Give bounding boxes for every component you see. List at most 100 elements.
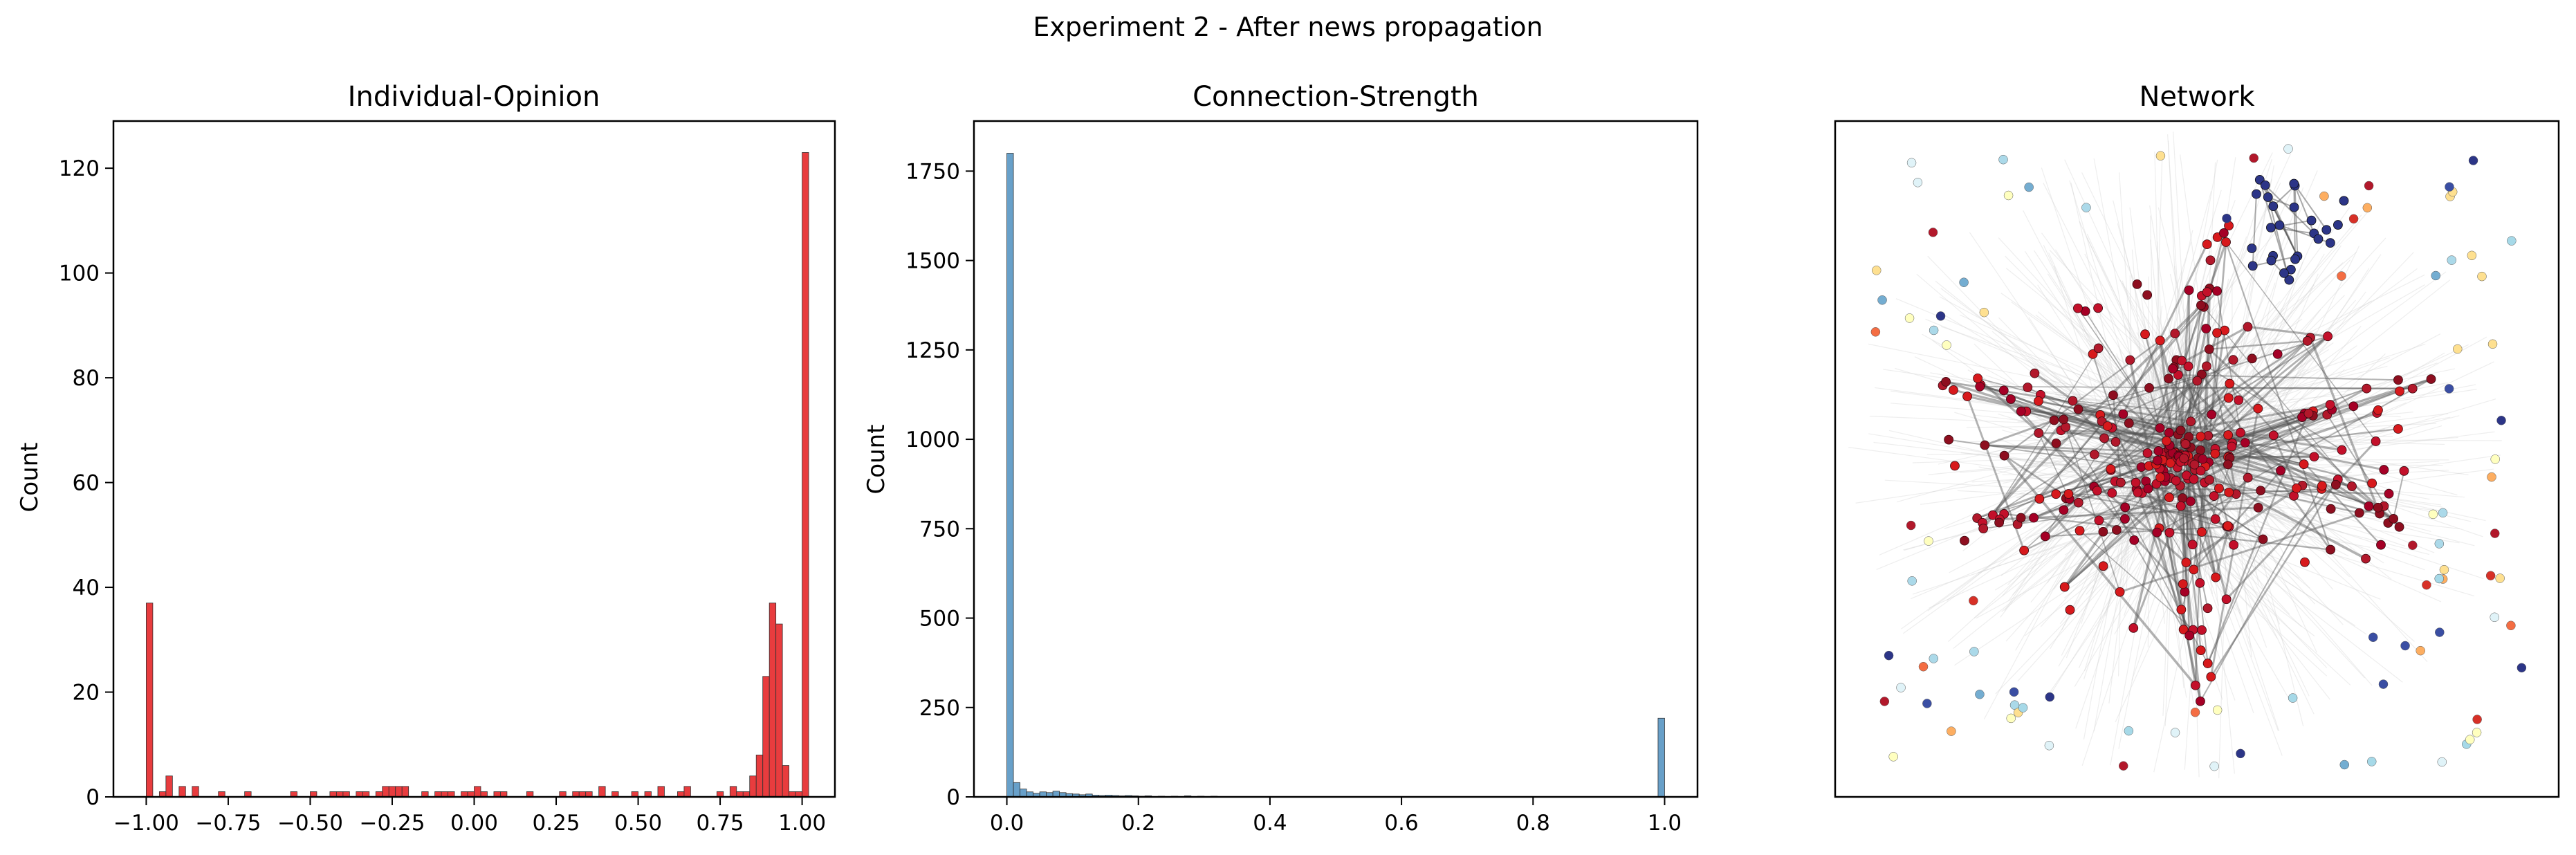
network-background-edge	[2188, 157, 2236, 472]
network-background-edge	[2204, 497, 2430, 555]
network-edge	[2098, 496, 2170, 522]
network-background-edge	[2194, 413, 2449, 447]
network-node	[2183, 361, 2193, 371]
network-background-edge	[2159, 389, 2172, 430]
network-background-edge	[1938, 405, 2202, 465]
network-background-edge	[2054, 265, 2130, 506]
strength-xtick-label: 0.4	[1253, 811, 1287, 836]
network-background-edge	[2133, 331, 2158, 426]
network-edge	[2214, 477, 2249, 520]
network-background-edge	[2119, 279, 2225, 434]
opinion-histogram-panel: Individual-Opinion Count −1.00 −0.75 −0.50…	[16, 81, 836, 836]
network-background-edge	[2175, 506, 2245, 508]
network-background-edge	[2032, 373, 2204, 461]
opinion-bar	[165, 775, 173, 798]
network-node	[2362, 203, 2373, 213]
opinion-bar	[729, 786, 737, 798]
network-node	[2290, 254, 2300, 264]
network-background-edge	[1902, 468, 2133, 634]
network-background-edge	[2228, 460, 2317, 653]
network-node	[2333, 220, 2343, 230]
network-node	[2389, 514, 2399, 524]
network-background-edge	[2133, 230, 2193, 486]
network-node	[2221, 237, 2231, 247]
network-background-edge	[2124, 313, 2220, 477]
network-background-edge	[1971, 467, 2227, 483]
network-background-edge	[2088, 301, 2213, 415]
network-node	[2364, 181, 2374, 191]
network-background-edge	[2175, 262, 2344, 424]
network-background-edge	[2135, 436, 2220, 551]
network-node	[2098, 526, 2108, 537]
network-node	[1935, 311, 1946, 321]
network-background-edge	[2025, 419, 2199, 507]
network-node	[2337, 445, 2347, 455]
network-node	[2306, 215, 2317, 226]
network-background-edge	[2119, 172, 2135, 413]
opinion-bar	[755, 755, 764, 798]
network-node	[2165, 458, 2175, 468]
network-background-edge	[2083, 450, 2137, 740]
network-background-edge	[2142, 464, 2145, 607]
network-background-edge	[1890, 403, 2129, 423]
strength-bar	[1657, 717, 1665, 798]
network-node	[2366, 757, 2377, 766]
network-background-edge	[2124, 274, 2425, 425]
network-background-edge	[1929, 472, 2225, 609]
network-background-edge	[1925, 318, 2226, 443]
network-background-edge	[2144, 486, 2194, 624]
network-background-edge	[2152, 311, 2190, 468]
network-node	[2153, 455, 2162, 466]
network-edge	[2177, 374, 2247, 444]
network-node	[2059, 582, 2070, 592]
network-node	[2118, 409, 2128, 419]
strength-ytick-label: 1000	[905, 428, 960, 452]
network-node	[1906, 520, 1916, 531]
network-background-edge	[1978, 466, 2153, 504]
network-background-edge	[1998, 438, 2129, 490]
strength-bar	[1013, 782, 1020, 798]
network-background-edge	[2233, 291, 2366, 468]
strength-bar	[1020, 789, 1027, 798]
network-background-edge	[2191, 352, 2445, 500]
network-node	[2099, 433, 2109, 443]
network-node	[2256, 486, 2266, 496]
network-node	[2364, 501, 2374, 511]
network-node	[1922, 699, 1932, 708]
network-background-edge	[2121, 421, 2135, 464]
network-node	[2258, 534, 2268, 544]
network-node	[2178, 625, 2189, 634]
network-edge	[2169, 414, 2328, 498]
network-background-edge	[2157, 468, 2290, 615]
network-node	[2517, 663, 2527, 673]
network-background-edge	[2002, 451, 2158, 484]
network-node	[1913, 178, 1923, 187]
network-background-edge	[2115, 367, 2141, 452]
network-node	[2170, 728, 2180, 737]
network-node	[2124, 726, 2134, 736]
network-node	[2260, 180, 2270, 190]
network-node	[2407, 383, 2418, 394]
network-background-edge	[2166, 342, 2334, 463]
network-node	[2142, 290, 2153, 300]
opinion-ytick-label: 20	[73, 681, 100, 706]
network-node	[2034, 494, 2045, 504]
network-background-edge	[2150, 468, 2187, 698]
network-background-edge	[2184, 422, 2211, 576]
network-background-edge	[2130, 511, 2157, 514]
network-edge	[1980, 385, 2413, 389]
network-background-edge	[2186, 425, 2442, 500]
network-node	[2051, 489, 2061, 499]
strength-ytick-label: 500	[919, 607, 960, 632]
network-background-edge	[2053, 477, 2129, 590]
network-node	[2088, 349, 2098, 359]
network-background-edge	[2225, 504, 2283, 534]
network-background-edge	[2213, 282, 2276, 462]
network-node	[2098, 561, 2108, 571]
strength-title: Connection-Strength	[1193, 81, 1479, 113]
network-background-edge	[2167, 235, 2214, 425]
network-edge	[2252, 194, 2257, 266]
network-node	[2225, 378, 2235, 389]
network-node	[2131, 477, 2141, 488]
network-node	[2144, 383, 2154, 393]
